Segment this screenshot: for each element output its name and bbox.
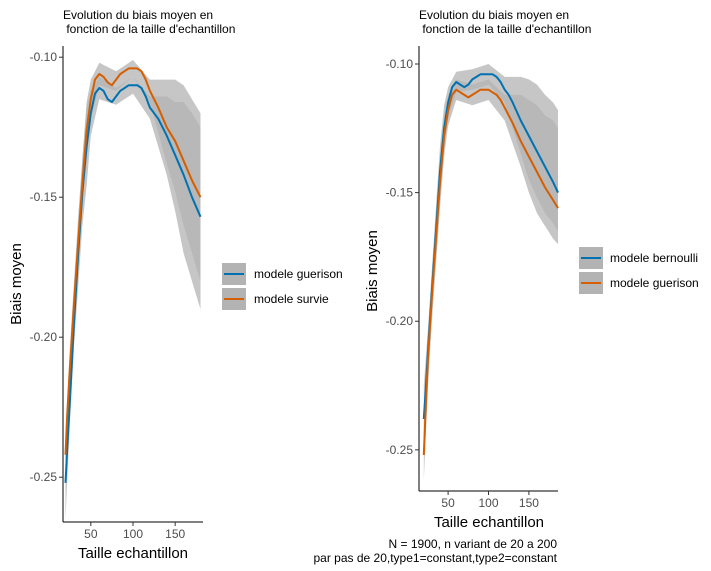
left-y-ticks: -0.25 -0.20 -0.15 -0.10 [30,50,63,484]
right-x-ticks: 50 100 150 [441,491,539,510]
right-y-tick-label: -0.10 [386,57,414,71]
left-x-tick-label: 50 [84,527,98,541]
left-chart-title-line1: Evolution du biais moyen en [63,8,213,22]
right-y-axis-title: Biais moyen [364,230,381,312]
left-y-axis-title: Biais moyen [8,243,25,325]
caption-line1: N = 1900, n variant de 20 a 200 [389,537,558,551]
right-y-tick-label: -0.25 [386,443,414,457]
left-x-tick-label: 150 [165,527,185,541]
right-legend-label-1: modele bernoulli [610,251,698,265]
left-x-ticks: 50 100 150 [84,522,186,541]
left-legend-label-1: modele guerison [254,267,343,281]
left-x-axis-title: Taille echantillon [78,545,188,562]
right-x-tick-label: 100 [478,496,498,510]
left-legend-label-2: modele survie [254,292,329,306]
right-x-tick-label: 50 [441,496,455,510]
left-y-tick-label: -0.20 [30,330,58,344]
right-x-tick-label: 150 [519,496,539,510]
right-y-ticks: -0.25 -0.20 -0.15 -0.10 [386,57,419,457]
left-y-tick-label: -0.10 [30,50,58,64]
right-chart-lines [422,73,559,456]
right-chart-title-line2: fonction de la taille d'echantillon [419,22,591,36]
left-y-tick-label: -0.25 [30,470,58,484]
right-chart-title-line1: Evolution du biais moyen en [419,8,569,22]
left-chart: Evolution du biais moyen en fonction de … [8,8,343,562]
caption-line2: par pas de 20,type1=constant,type2=const… [313,551,557,565]
left-chart-title-line2: fonction de la taille d'echantillon [63,22,235,36]
left-y-tick-label: -0.15 [30,190,58,204]
right-chart: Evolution du biais moyen en fonction de … [364,8,699,531]
left-series-line-2 [64,67,202,455]
right-band-2 [423,79,558,481]
right-y-tick-label: -0.15 [386,186,414,200]
right-x-axis-title: Taille echantillon [434,514,544,531]
left-legend: modele guerison modele survie [222,263,343,310]
right-legend: modele bernoulli modele guerison [579,247,699,294]
left-band-2 [65,60,201,478]
right-y-tick-label: -0.20 [386,314,414,328]
right-chart-bands [423,64,558,481]
left-chart-bands [65,60,201,520]
right-legend-label-2: modele guerison [610,276,699,290]
left-x-tick-label: 100 [123,527,143,541]
right-series-line-2 [422,88,559,456]
left-chart-lines [64,67,202,483]
